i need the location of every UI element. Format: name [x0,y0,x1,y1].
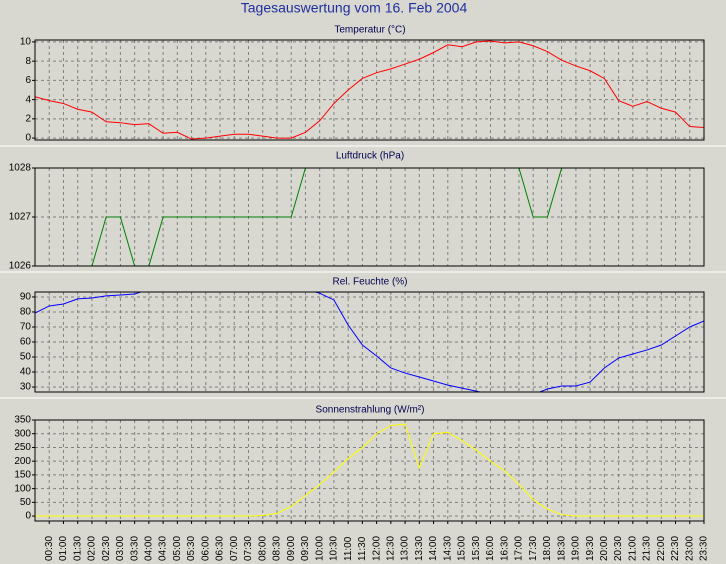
x-tick-label: 16:30 [499,536,510,561]
x-tick-label: 07:00 [229,536,240,561]
panel: Luftdruck (hPa) 1026 1027 1028 [9,151,705,272]
x-tick-label: 14:30 [442,536,453,561]
x-tick-label: 02:30 [101,536,112,561]
x-tick-label: 19:30 [585,536,596,561]
x-tick-label: 10:30 [329,536,340,561]
x-tick-label: 18:30 [556,536,567,561]
x-tick-label: 04:00 [144,536,155,561]
x-tick-label: 10:00 [314,536,325,561]
panel-title: Temperatur (°C) [334,25,405,36]
x-tick-label: 11:00 [343,536,354,561]
y-tick-label: 70 [20,322,32,333]
x-tick-label: 08:00 [257,536,268,561]
y-tick-label: 60 [20,337,32,348]
x-tick-label: 05:00 [172,536,183,561]
x-tick-label: 06:30 [215,536,226,561]
x-tick-label: 01:30 [72,536,83,561]
x-tick-label: 03:00 [115,536,126,561]
x-tick-label: 20:00 [599,536,610,561]
y-tick-label: 200 [14,456,31,467]
y-tick-label: 50 [20,352,32,363]
y-tick-label: 300 [14,428,31,439]
y-tick-label: 6 [25,75,31,86]
x-tick-label: 19:00 [571,536,582,561]
y-tick-label: 1027 [9,212,32,223]
y-tick-label: 4 [25,94,31,105]
x-tick-label: 18:00 [542,536,553,561]
y-tick-label: 10 [20,37,32,48]
x-tick-label: 11:30 [357,536,368,561]
panel: Sonnenstrahlung (W/m²) 0 50 100 150 200 250 300… [14,405,705,522]
x-tick-label: 15:00 [457,536,468,561]
y-tick-label: 1026 [9,261,32,272]
plot-frame [34,39,705,141]
x-tick-label: 21:00 [627,536,638,561]
data-line [35,40,704,140]
y-tick-label: 50 [20,497,32,508]
x-tick-label: 12:30 [385,536,396,561]
x-tick-label: 03:30 [129,536,140,561]
separators [0,145,726,399]
x-tick-label: 09:00 [286,536,297,561]
data-line [35,292,704,392]
panel: Rel. Feuchte (%) 30 40 50 60 70 80 90 [20,277,705,393]
x-tick-label: 01:00 [58,536,69,561]
plot-frame [34,419,705,522]
x-tick-label: 23:00 [684,536,695,561]
x-tick-label: 07:30 [243,536,254,561]
y-tick-label: 150 [14,470,31,481]
x-tick-label: 13:00 [400,536,411,561]
x-axis: 00:30 01:00 01:30 02:00 02:30 03:00 03:30 04:00… [44,521,710,561]
plot-frame [34,167,705,267]
y-tick-label: 30 [20,382,32,393]
x-tick-label: 17:00 [514,536,525,561]
x-tick-label: 00:30 [44,536,55,561]
panel-title: Rel. Feuchte (%) [332,277,407,288]
y-tick-label: 350 [14,415,31,426]
x-tick-label: 04:30 [158,536,169,561]
x-tick-label: 23:30 [699,536,710,561]
panel: Temperatur (°C) 0 2 4 6 8 10 [20,25,705,144]
x-tick-label: 06:00 [200,536,211,561]
y-tick-label: 0 [25,511,31,522]
x-tick-label: 15:30 [471,536,482,561]
y-tick-label: 2 [25,113,31,124]
x-tick-label: 12:00 [371,536,382,561]
x-tick-label: 17:30 [528,536,539,561]
x-tick-label: 22:00 [656,536,667,561]
page-title: Tagesauswertung vom 16. Feb 2004 [241,0,468,16]
x-tick-label: 09:30 [300,536,311,561]
x-tick-label: 21:30 [642,536,653,561]
y-tick-label: 1028 [9,163,32,174]
panel-title: Luftdruck (hPa) [336,151,404,162]
x-tick-label: 13:30 [414,536,425,561]
plot-frame [34,291,705,393]
y-tick-label: 100 [14,483,31,494]
y-tick-label: 40 [20,367,32,378]
x-tick-label: 22:30 [670,536,681,561]
x-tick-label: 08:30 [272,536,283,561]
x-tick-label: 14:00 [428,536,439,561]
data-line [35,423,704,517]
y-tick-label: 8 [25,56,31,67]
x-tick-label: 20:30 [613,536,624,561]
x-tick-label: 05:30 [186,536,197,561]
y-tick-label: 0 [25,133,31,144]
y-tick-label: 250 [14,442,31,453]
x-tick-label: 16:00 [485,536,496,561]
y-tick-label: 80 [20,307,32,318]
panel-title: Sonnenstrahlung (W/m²) [316,405,425,416]
x-tick-label: 02:00 [87,536,98,561]
y-tick-label: 90 [20,292,32,303]
